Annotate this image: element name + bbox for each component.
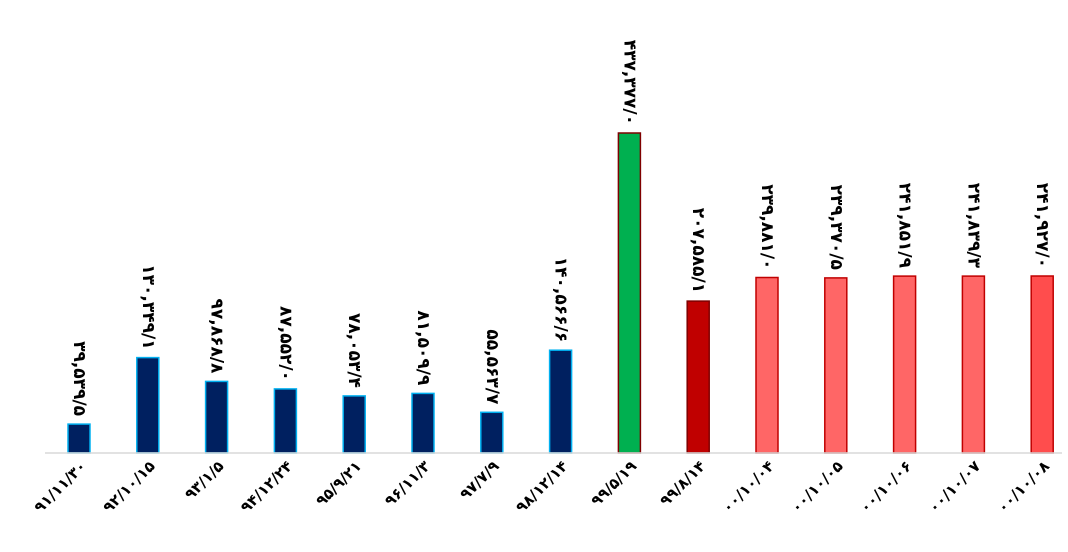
bar-1 [67, 423, 91, 454]
category-label-15: ۰۰/۱۰/۰۸ [994, 457, 1053, 516]
value-label-5: ۷۸,۰۵۳/۴ [344, 313, 364, 388]
bar-9 [617, 132, 642, 454]
bar-7 [480, 411, 504, 454]
bar-13 [892, 275, 917, 454]
value-label-6: ۸۱,۵۰۹/۹ [413, 310, 433, 386]
value-label-1: ۳۹,۵۳۹/۵ [69, 341, 89, 416]
bar-4 [273, 388, 298, 454]
category-label-4: ۹۴/۱۲/۲۴ [237, 457, 296, 516]
value-label-2: ۱۳۰,۳۴۹/۱ [138, 264, 158, 349]
value-label-13: ۲۴۱,۸۵۱/۹ [895, 183, 915, 269]
category-label-11: ۰۰/۱۰/۰۴ [719, 457, 778, 516]
category-label-14: ۰۰/۱۰/۰۷ [925, 457, 984, 516]
value-label-12: ۲۳۹,۳۷۰/۵ [826, 185, 846, 270]
value-label-9: ۴۳۷,۳۷۷/۰ [619, 40, 639, 125]
category-label-2: ۹۲/۱۰/۱۵ [99, 457, 158, 516]
category-label-12: ۰۰/۱۰/۰۵ [787, 457, 846, 516]
bar-10 [686, 300, 710, 454]
category-labels-group: ۹۱/۱۱/۳۰ ۹۲/۱۰/۱۵ ۹۳/۱/۵ ۹۴/۱۲/۲۴ ۹۵/۹/۲۱ ۹۶/… [31, 457, 1054, 516]
category-label-5: ۹۵/۹/۲۱ [312, 457, 365, 510]
bar-6 [411, 392, 435, 454]
category-label-3: ۹۳/۱/۵ [181, 457, 227, 503]
value-label-15: ۲۴۱,۹۲۷/۰ [1032, 183, 1052, 268]
bar-2 [136, 356, 160, 454]
bar-11 [755, 276, 779, 454]
value-label-3: ۹۷,۸۶۸/۸ [207, 299, 227, 375]
category-label-7: ۹۷/۷/۹ [456, 457, 502, 503]
bar-3 [204, 380, 229, 454]
bar-14 [961, 275, 986, 454]
value-label-8: ۱۴۰,۵۶۶/۶ [551, 257, 571, 342]
category-label-10: ۹۹/۸/۱۴ [656, 457, 709, 510]
value-label-4: ۸۷,۵۵۲/۰ [275, 306, 295, 381]
value-label-7: ۵۵,۵۶۳/۷ [482, 329, 502, 405]
category-label-6: ۹۶/۱۱/۳ [381, 457, 434, 510]
bar-15 [1030, 275, 1054, 454]
bar-5 [342, 395, 366, 454]
bar-8 [548, 349, 573, 454]
category-label-13: ۰۰/۱۰/۰۶ [856, 457, 915, 516]
value-label-10: ۲۰۷,۵۸۵/۱ [688, 208, 708, 293]
category-label-9: ۹۹/۵/۱۹ [587, 457, 640, 510]
value-labels-group: ۳۹,۵۳۹/۵ ۱۳۰,۳۴۹/۱ ۹۷,۸۶۸/۸ ۸۷,۵۵۲/۰ ۷۸,۰۵۳/… [69, 40, 1052, 416]
bar-12 [824, 277, 848, 454]
category-label-1: ۹۱/۱۱/۳۰ [31, 457, 90, 516]
value-label-11: ۲۳۹,۸۸۱/۰ [757, 184, 777, 269]
value-label-14: ۲۴۱,۸۳۹/۳ [963, 183, 983, 269]
category-label-8: ۹۸/۱۲/۱۴ [512, 457, 571, 516]
